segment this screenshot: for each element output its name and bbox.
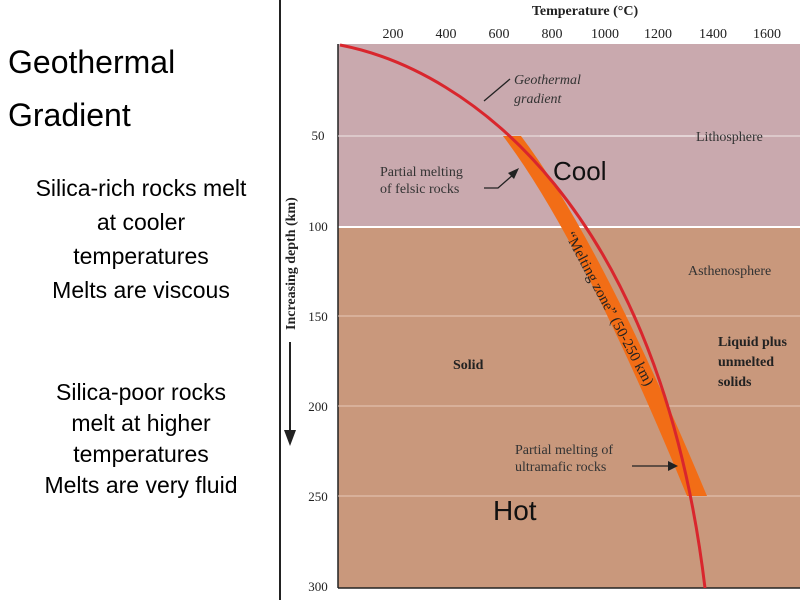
solid-label: Solid bbox=[453, 358, 484, 373]
temperature-tick: 1200 bbox=[644, 27, 672, 42]
felsic-pointer-line bbox=[484, 173, 515, 189]
depth-tick: 300 bbox=[308, 579, 328, 594]
asthenosphere-layer bbox=[338, 228, 800, 588]
temperature-tick: 1000 bbox=[591, 27, 619, 42]
depth-tick: 250 bbox=[308, 489, 328, 504]
melting-zone-band bbox=[503, 136, 707, 496]
temperature-tick: 1400 bbox=[699, 27, 727, 42]
temperature-tick: 800 bbox=[542, 27, 563, 42]
temperature-tick: 1600 bbox=[753, 27, 781, 42]
temperature-tick: 200 bbox=[383, 27, 404, 42]
ultramafic-melting-label-1: Partial melting of bbox=[515, 443, 613, 458]
felsic-pointer-head bbox=[508, 168, 519, 179]
depth-tick: 50 bbox=[312, 128, 325, 143]
temperature-axis-title: Temperature (°C) bbox=[532, 4, 639, 19]
slide-title-line1: Geothermal bbox=[8, 44, 176, 80]
temperature-tick: 600 bbox=[489, 27, 510, 42]
gradient-pointer-line bbox=[483, 78, 511, 102]
depth-tick: 200 bbox=[308, 399, 328, 414]
depth-tick: 150 bbox=[308, 309, 328, 324]
asthenosphere-label: Asthenosphere bbox=[688, 264, 771, 279]
slide-title-line2: Gradient bbox=[8, 97, 131, 133]
hot-label: Hot bbox=[493, 495, 537, 526]
silica-poor-text: Silica-poor rocks melt at higher tempera… bbox=[0, 377, 282, 501]
liquid-label-1: Liquid plus bbox=[718, 335, 787, 350]
silica-poor-line: temperatures bbox=[73, 441, 209, 467]
temperature-tick: 400 bbox=[436, 27, 457, 42]
depth-arrow-head bbox=[284, 430, 296, 446]
silica-poor-line: melt at higher bbox=[71, 410, 211, 436]
geothermal-gradient-label-1: Geothermal bbox=[514, 73, 581, 88]
silica-rich-text: Silica-rich rocks melt at cooler tempera… bbox=[0, 171, 282, 307]
felsic-melting-label-1: Partial melting bbox=[380, 165, 463, 180]
depth-tick: 100 bbox=[308, 219, 328, 234]
depth-axis-title: Increasing depth (km) bbox=[284, 197, 299, 330]
felsic-melting-label-2: of felsic rocks bbox=[380, 182, 459, 197]
silica-rich-line: Silica-rich rocks melt bbox=[35, 175, 247, 201]
silica-rich-line: Melts are viscous bbox=[52, 277, 230, 303]
silica-rich-line: temperatures bbox=[73, 243, 209, 269]
liquid-label-3: solids bbox=[718, 375, 752, 390]
cool-label: Cool bbox=[553, 156, 606, 186]
lithosphere-layer bbox=[338, 44, 800, 226]
liquid-label-2: unmelted bbox=[718, 355, 774, 370]
lithosphere-label: Lithosphere bbox=[696, 130, 763, 145]
geothermal-gradient-curve bbox=[339, 43, 707, 589]
silica-poor-line: Silica-poor rocks bbox=[56, 379, 226, 405]
geothermal-gradient-label-2: gradient bbox=[514, 92, 563, 107]
geothermal-diagram: Temperature (°C) 200 400 600 800 1000 12… bbox=[278, 0, 800, 600]
ultramafic-melting-label-2: ultramafic rocks bbox=[515, 460, 606, 475]
silica-poor-line: Melts are very fluid bbox=[44, 472, 238, 498]
ultramafic-pointer-head bbox=[668, 461, 678, 471]
silica-rich-line: at cooler bbox=[96, 209, 186, 235]
